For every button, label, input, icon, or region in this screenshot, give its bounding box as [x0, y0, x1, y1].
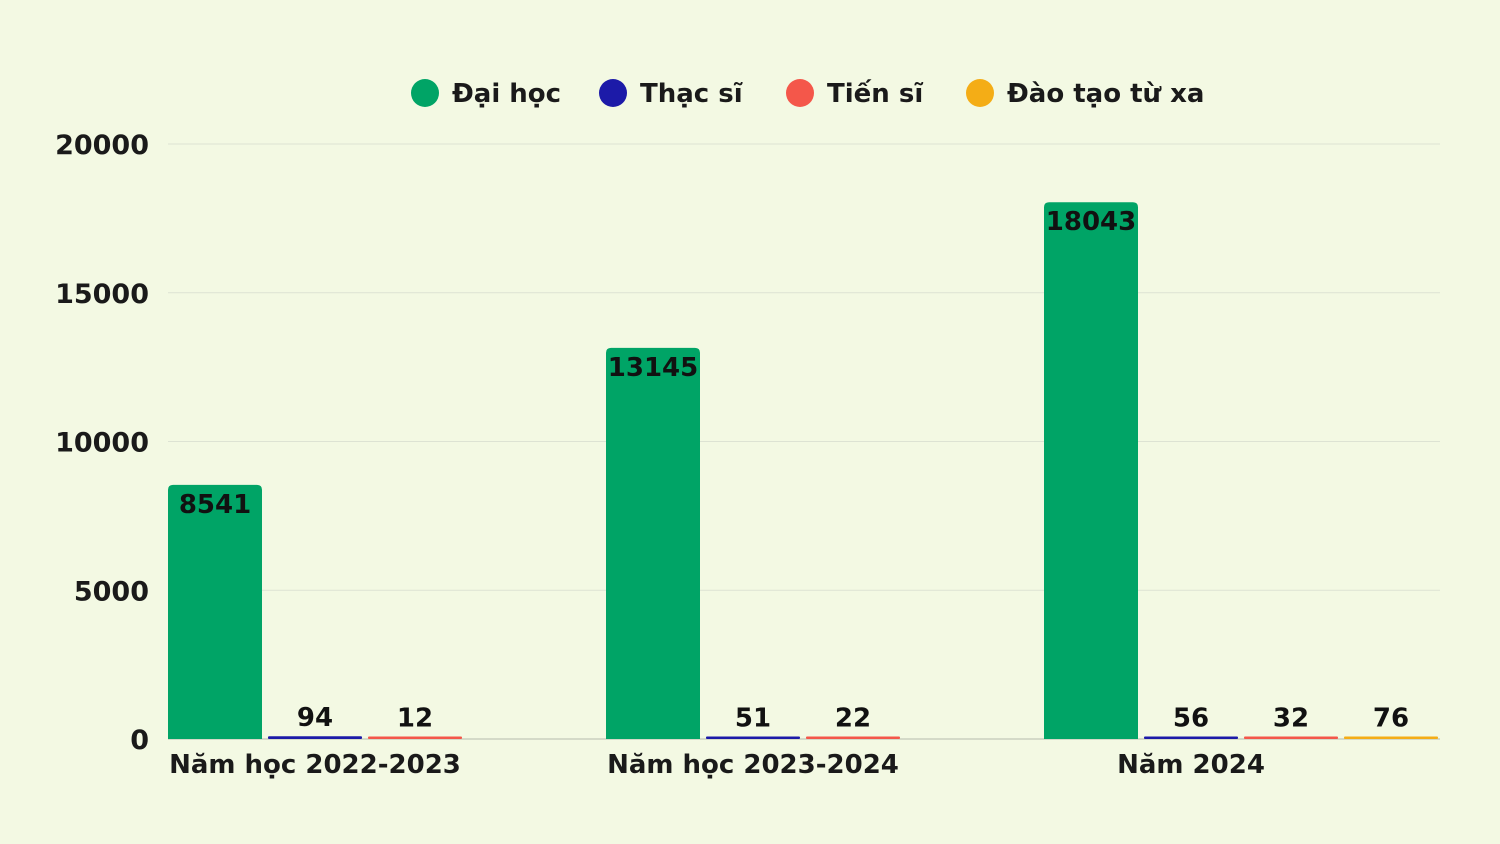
data-label: 94	[297, 703, 333, 733]
bars	[168, 202, 1438, 739]
y-tick-label: 0	[130, 725, 149, 756]
data-label: 18043	[1046, 207, 1136, 237]
data-label: 12	[397, 704, 433, 734]
bar-3-2	[1344, 736, 1438, 739]
data-label: 32	[1273, 704, 1309, 734]
x-category-label: Năm học 2023-2024	[607, 750, 899, 780]
y-tick-label: 20000	[55, 130, 149, 161]
y-axis-ticks: 0 5000 10000 15000 20000	[55, 130, 149, 756]
bar-1-1	[706, 736, 800, 739]
y-tick-label: 5000	[74, 576, 149, 607]
x-category-label: Năm 2024	[1117, 750, 1265, 780]
bar-0-1	[606, 347, 700, 739]
bar-1-2	[1144, 736, 1238, 739]
data-label: 13145	[608, 353, 698, 383]
bar-2-0	[368, 736, 462, 739]
data-label: 51	[735, 704, 771, 734]
data-labels: 8541 94 12 13145 51 22 18043 56 32 76	[179, 207, 1409, 733]
bar-1-0	[268, 736, 362, 739]
legend-marker	[786, 79, 814, 107]
bar-0-2	[1044, 202, 1138, 739]
legend-marker	[599, 79, 627, 107]
y-tick-label: 15000	[55, 279, 149, 310]
legend-marker	[966, 79, 994, 107]
y-tick-label: 10000	[55, 428, 149, 459]
x-category-label: Năm học 2022-2023	[169, 750, 461, 780]
data-label: 76	[1373, 704, 1409, 734]
legend-label: Tiến sĩ	[827, 78, 923, 109]
legend-label: Thạc sĩ	[640, 79, 743, 109]
bar-2-1	[806, 736, 900, 739]
legend-label: Đào tạo từ xa	[1007, 79, 1204, 109]
legend-marker	[411, 79, 439, 107]
data-label: 22	[835, 704, 871, 734]
legend: Đại học Thạc sĩ Tiến sĩ Đào tạo từ xa	[411, 78, 1204, 109]
legend-label: Đại học	[452, 79, 561, 109]
data-label: 56	[1173, 704, 1209, 734]
bar-2-2	[1244, 736, 1338, 739]
grid-lines	[168, 143, 1440, 740]
data-label: 8541	[179, 490, 251, 520]
bar-0-0	[168, 484, 262, 739]
x-axis-categories: Năm học 2022-2023 Năm học 2023-2024 Năm 20…	[169, 750, 1265, 780]
